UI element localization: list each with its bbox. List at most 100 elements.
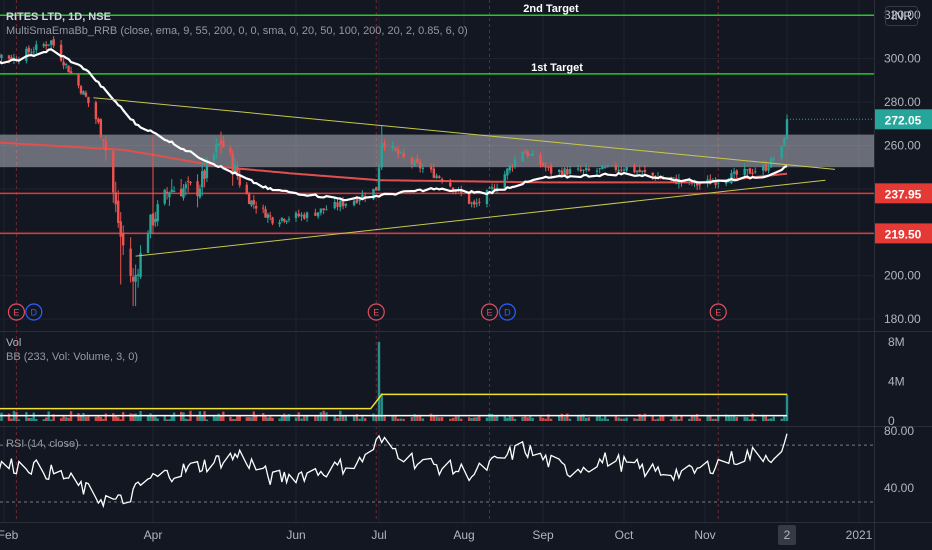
candle[interactable] <box>217 143 220 146</box>
candle[interactable] <box>325 209 328 211</box>
candle[interactable] <box>449 182 452 187</box>
candle[interactable] <box>568 169 572 174</box>
candle[interactable] <box>252 200 256 205</box>
candle[interactable] <box>49 40 53 45</box>
candle[interactable] <box>470 202 473 204</box>
candle[interactable] <box>595 170 599 172</box>
candle[interactable] <box>438 176 441 178</box>
candle[interactable] <box>402 152 405 157</box>
candle[interactable] <box>333 201 336 209</box>
candle[interactable] <box>743 168 746 176</box>
candle[interactable] <box>35 44 38 51</box>
candle[interactable] <box>271 217 274 224</box>
candle[interactable] <box>460 190 463 194</box>
candle[interactable] <box>339 201 342 208</box>
candle[interactable] <box>394 147 397 151</box>
candle[interactable] <box>297 213 300 217</box>
candle[interactable] <box>336 202 339 207</box>
candle[interactable] <box>314 212 317 216</box>
candle[interactable] <box>754 171 757 173</box>
candle[interactable] <box>233 164 237 174</box>
candle[interactable] <box>99 119 103 138</box>
candle[interactable] <box>529 154 532 156</box>
candle[interactable] <box>278 222 281 225</box>
candle[interactable] <box>266 214 270 219</box>
candle[interactable] <box>617 169 620 172</box>
candle[interactable] <box>341 199 345 207</box>
candle[interactable] <box>134 274 137 282</box>
candle[interactable] <box>399 152 403 154</box>
candle[interactable] <box>478 201 481 203</box>
candle[interactable] <box>416 158 419 163</box>
candle[interactable] <box>511 166 514 168</box>
candle[interactable] <box>52 39 55 46</box>
candle[interactable] <box>205 160 209 179</box>
candle[interactable] <box>136 274 140 276</box>
candle[interactable] <box>0 54 3 58</box>
candle[interactable] <box>432 168 436 178</box>
candle[interactable] <box>42 44 45 47</box>
candle[interactable] <box>531 153 535 156</box>
candle[interactable] <box>122 232 125 246</box>
candle[interactable] <box>163 189 166 204</box>
candle[interactable] <box>421 167 425 169</box>
candle[interactable] <box>566 169 569 175</box>
candle[interactable] <box>418 161 422 169</box>
dividend-marker[interactable] <box>25 303 43 321</box>
candle[interactable] <box>451 187 455 192</box>
earnings-marker[interactable] <box>480 303 499 321</box>
candle[interactable] <box>485 190 489 205</box>
candle[interactable] <box>229 148 232 154</box>
candle[interactable] <box>59 44 63 61</box>
candle[interactable] <box>698 184 701 186</box>
candle[interactable] <box>508 165 512 171</box>
candle[interactable] <box>129 248 132 277</box>
candle[interactable] <box>94 102 98 120</box>
candle[interactable] <box>783 137 786 146</box>
candle[interactable] <box>352 200 356 206</box>
candle[interactable] <box>549 165 553 174</box>
candle[interactable] <box>172 190 176 192</box>
candle[interactable] <box>622 169 626 171</box>
candle[interactable] <box>215 144 218 153</box>
candle[interactable] <box>475 203 478 205</box>
candle[interactable] <box>690 180 694 184</box>
candle[interactable] <box>472 201 476 205</box>
candle[interactable] <box>87 96 90 104</box>
candle[interactable] <box>539 154 542 165</box>
candle[interactable] <box>506 168 509 176</box>
candle[interactable] <box>413 160 416 166</box>
candle[interactable] <box>254 205 258 209</box>
candle[interactable] <box>523 152 527 154</box>
candle[interactable] <box>643 169 647 172</box>
candle[interactable] <box>7 55 11 59</box>
candle[interactable] <box>247 194 251 205</box>
candle[interactable] <box>526 151 529 157</box>
candle[interactable] <box>544 166 547 168</box>
candle[interactable] <box>300 214 303 217</box>
candle[interactable] <box>488 187 491 189</box>
candle[interactable] <box>560 170 564 176</box>
candle[interactable] <box>638 169 641 173</box>
candle[interactable] <box>156 204 159 222</box>
candle[interactable] <box>139 253 142 278</box>
candle[interactable] <box>184 184 188 189</box>
candle[interactable] <box>27 47 31 53</box>
candle[interactable] <box>189 182 192 184</box>
candle[interactable] <box>761 165 765 171</box>
candle[interactable] <box>503 174 506 188</box>
candle[interactable] <box>264 209 267 218</box>
candle[interactable] <box>375 187 378 191</box>
candle[interactable] <box>151 213 155 226</box>
candle[interactable] <box>245 184 248 195</box>
candle[interactable] <box>104 141 108 151</box>
candle[interactable] <box>454 191 457 193</box>
candle[interactable] <box>165 191 169 194</box>
candle[interactable] <box>102 139 105 141</box>
candle[interactable] <box>269 215 272 217</box>
candle[interactable] <box>513 159 517 167</box>
candle[interactable] <box>45 44 48 47</box>
candle[interactable] <box>344 203 347 206</box>
candle[interactable] <box>316 212 320 217</box>
